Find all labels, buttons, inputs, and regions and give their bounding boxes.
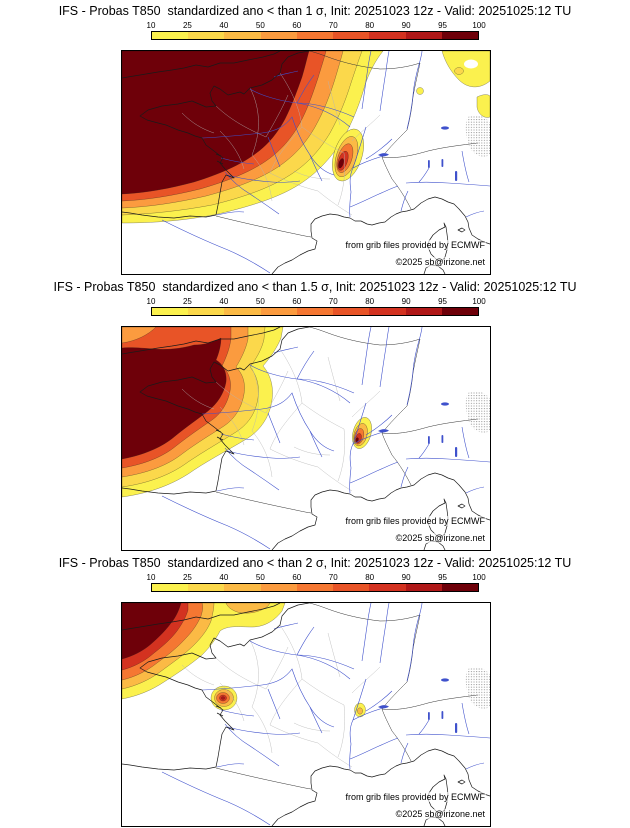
colorbar-segment (441, 584, 478, 591)
colorbar-segment (441, 308, 478, 315)
colorbar-segment (369, 32, 406, 39)
colorbar-tick: 80 (365, 297, 375, 306)
colorbar-tick-labels: 10 25 40 50 60 70 80 90 95 100 (147, 297, 486, 307)
colorbar-segment (188, 584, 225, 591)
colorbar-tick: 80 (365, 573, 375, 582)
colorbar-segment (152, 584, 189, 591)
colorbar-tick: 40 (219, 297, 229, 306)
colorbar-tick: 50 (255, 573, 265, 582)
colorbar-tick: 50 (255, 297, 265, 306)
colorbar-tick: 95 (438, 573, 447, 582)
colorbar-segment (333, 584, 370, 591)
colorbar-tick: 90 (401, 21, 411, 30)
map-svg-sigma-1 (122, 51, 490, 274)
colorbar-tick: 100 (472, 573, 486, 582)
colorbar-tick: 95 (438, 297, 447, 306)
colorbar-segment (405, 32, 442, 39)
colorbar-tick: 90 (401, 297, 411, 306)
colorbar-segment (188, 308, 225, 315)
colorbar-tick: 10 (146, 297, 156, 306)
colorbar-tick: 70 (328, 21, 338, 30)
panel-sigma-2: IFS - Probas T850 standardized ano < tha… (0, 552, 630, 828)
colorbar-tick: 70 (328, 297, 338, 306)
colorbar-tick: 60 (292, 21, 302, 30)
colorbar-tick: 60 (292, 297, 302, 306)
copyright-note: ©2025 sb@irizone.net (394, 257, 486, 267)
colorbar-tick-labels: 10 25 40 50 60 70 80 90 95 100 (147, 573, 486, 583)
colorbar-segment (369, 308, 406, 315)
colorbar-segment (296, 308, 334, 315)
panel-title: IFS - Probas T850 standardized ano < tha… (58, 556, 572, 570)
colorbar-tick: 70 (328, 573, 338, 582)
panel-sigma-1: IFS - Probas T850 standardized ano < tha… (0, 0, 630, 276)
ecmwf-credit: from grib files provided by ECMWF (344, 792, 486, 802)
colorbar: 10 25 40 50 60 70 80 90 95 100 (147, 297, 486, 318)
ecmwf-credit: from grib files provided by ECMWF (344, 516, 486, 526)
colorbar-tick-labels: 10 25 40 50 60 70 80 90 95 100 (147, 21, 486, 31)
contours-sigma-2 (122, 603, 366, 718)
colorbar-gradient-bar (151, 31, 479, 40)
colorbar-tick: 60 (292, 573, 302, 582)
colorbar-tick: 50 (255, 21, 265, 30)
colorbar-segment (152, 308, 189, 315)
colorbar: 10 25 40 50 60 70 80 90 95 100 (147, 573, 486, 594)
contours-sigma-1 (122, 51, 490, 224)
colorbar-tick: 100 (472, 297, 486, 306)
panel-title: IFS - Probas T850 standardized ano < tha… (58, 4, 572, 18)
colorbar-segment (260, 308, 297, 315)
panel-title: IFS - Probas T850 standardized ano < tha… (53, 280, 577, 294)
colorbar-segment (296, 584, 334, 591)
map-svg-sigma-1-5 (122, 327, 490, 550)
copyright-note: ©2025 sb@irizone.net (394, 533, 486, 543)
colorbar-gradient-bar (151, 307, 479, 316)
ecmwf-credit: from grib files provided by ECMWF (344, 240, 486, 250)
colorbar-gradient-bar (151, 583, 479, 592)
colorbar-tick: 95 (438, 21, 447, 30)
probability-map-sigma-2: from grib files provided by ECMWF ©2025 … (121, 602, 491, 827)
colorbar-tick: 25 (182, 573, 192, 582)
colorbar-segment (333, 308, 370, 315)
colorbar-segment (296, 32, 334, 39)
colorbar-tick: 25 (182, 297, 192, 306)
colorbar-segment (224, 32, 261, 39)
panel-sigma-1-5: IFS - Probas T850 standardized ano < tha… (0, 276, 630, 552)
colorbar-segment (188, 32, 225, 39)
colorbar-tick: 100 (472, 21, 486, 30)
colorbar-segment (333, 32, 370, 39)
colorbar-segment (405, 308, 442, 315)
colorbar-segment (152, 32, 189, 39)
colorbar-segment (405, 584, 442, 591)
colorbar-tick: 40 (219, 573, 229, 582)
colorbar-segment (224, 584, 261, 591)
colorbar-tick: 80 (365, 21, 375, 30)
copyright-note: ©2025 sb@irizone.net (394, 809, 486, 819)
map-svg-sigma-2 (122, 603, 490, 826)
probability-map-sigma-1-5: from grib files provided by ECMWF ©2025 … (121, 326, 491, 551)
probability-map-sigma-1: from grib files provided by ECMWF ©2025 … (121, 50, 491, 275)
colorbar-tick: 10 (146, 21, 156, 30)
colorbar-segment (260, 32, 297, 39)
colorbar-tick: 40 (219, 21, 229, 30)
colorbar: 10 25 40 50 60 70 80 90 95 100 (147, 21, 486, 42)
colorbar-segment (441, 32, 478, 39)
colorbar-tick: 10 (146, 573, 156, 582)
colorbar-segment (369, 584, 406, 591)
colorbar-segment (224, 308, 261, 315)
contours-sigma-1-5 (122, 327, 372, 498)
colorbar-segment (260, 584, 297, 591)
colorbar-tick: 25 (182, 21, 192, 30)
colorbar-tick: 90 (401, 573, 411, 582)
